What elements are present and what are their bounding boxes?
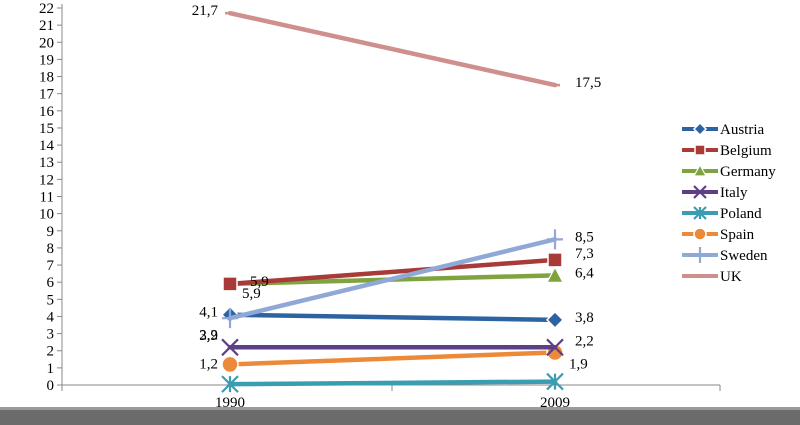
legend-item-spain: Spain xyxy=(682,227,755,243)
series-line xyxy=(227,10,558,88)
data-label: 21,7 xyxy=(192,3,219,19)
data-point xyxy=(545,310,565,329)
y-tick-label: 18 xyxy=(39,70,54,86)
legend-label: Germany xyxy=(720,164,776,180)
legend-label: Sweden xyxy=(720,248,768,264)
data-label: 7,3 xyxy=(575,246,594,262)
data-point xyxy=(222,276,238,292)
y-tick-label: 7 xyxy=(47,258,55,274)
data-point xyxy=(546,372,564,391)
series-line xyxy=(227,237,558,321)
y-tick-label: 22 xyxy=(39,1,54,17)
bottom-bar xyxy=(0,410,800,425)
legend-label: UK xyxy=(720,269,742,285)
data-point xyxy=(221,355,239,374)
data-label: 8,5 xyxy=(575,229,594,245)
data-point xyxy=(692,121,708,137)
series-line xyxy=(227,379,558,387)
legend: Austria Belgium Germany Italy Poland Spain Swe… xyxy=(682,121,776,285)
y-tick-label: 15 xyxy=(39,121,54,137)
y-tick-label: 21 xyxy=(39,18,54,34)
data-label: 17,5 xyxy=(575,75,601,91)
data-point xyxy=(693,206,707,220)
legend-item-poland: Poland xyxy=(682,206,762,222)
y-tick-label: 2 xyxy=(47,344,55,360)
series-uk xyxy=(225,10,560,88)
data-label: 1,9 xyxy=(569,356,588,372)
y-tick-label: 14 xyxy=(39,138,55,154)
y-tick-label: 5 xyxy=(47,292,55,308)
y-tick-label: 8 xyxy=(47,241,55,257)
data-label: 1,2 xyxy=(199,356,218,372)
line-chart: 0123456789101112131415161718192021221990… xyxy=(39,1,776,410)
series-belgium xyxy=(222,252,563,292)
legend-item-belgium: Belgium xyxy=(682,143,772,159)
data-point xyxy=(546,266,564,283)
data-label: 5,9 xyxy=(250,274,269,290)
data-point xyxy=(694,144,706,156)
series-line xyxy=(227,257,558,287)
data-label: 5,9 xyxy=(242,286,261,302)
y-tick-label: 4 xyxy=(47,309,55,325)
y-tick-label: 12 xyxy=(39,172,54,188)
y-tick-label: 11 xyxy=(40,190,54,206)
legend-label: Italy xyxy=(720,185,748,201)
y-tick-label: 17 xyxy=(39,87,55,103)
x-tick-label: 2009 xyxy=(540,395,570,410)
data-point xyxy=(547,252,563,268)
series-spain xyxy=(221,343,564,374)
data-label: 3,8 xyxy=(575,310,594,326)
legend-label: Belgium xyxy=(720,143,772,159)
data-point xyxy=(547,229,563,250)
data-point xyxy=(222,308,238,329)
data-point xyxy=(546,338,564,357)
legend-item-austria: Austria xyxy=(682,121,765,138)
data-point xyxy=(692,163,708,177)
y-tick-label: 0 xyxy=(47,378,55,394)
data-label: 3,9 xyxy=(199,328,218,344)
series-italy xyxy=(221,338,564,357)
data-label: 2,2 xyxy=(575,333,594,349)
y-tick-label: 20 xyxy=(39,35,54,51)
data-point xyxy=(221,375,239,393)
series-sweden xyxy=(222,229,563,329)
data-label: 2,2 xyxy=(199,327,218,343)
data-label: 6,4 xyxy=(575,265,594,281)
legend-item-italy: Italy xyxy=(682,185,748,201)
legend-label: Spain xyxy=(720,227,755,243)
legend-label: Poland xyxy=(720,206,762,222)
legend-item-uk: UK xyxy=(682,269,742,285)
series-layer xyxy=(220,10,565,393)
y-tick-label: 16 xyxy=(39,104,55,120)
data-point xyxy=(694,247,706,263)
data-point xyxy=(693,185,707,199)
legend-item-sweden: Sweden xyxy=(682,247,768,264)
data-label: 4,1 xyxy=(199,305,218,321)
data-labels: 1,2 1,9 2,2 2,2 4,1 3,8 5,9 6,4 5,9 7,3 3,9 8,5 21,7… xyxy=(192,3,602,372)
data-point xyxy=(693,227,707,241)
x-tick-label: 1990 xyxy=(215,395,245,410)
series-poland xyxy=(221,372,564,393)
y-tick-label: 9 xyxy=(47,224,55,240)
series-line xyxy=(227,312,558,323)
axes: 0123456789101112131415161718192021221990… xyxy=(39,1,721,410)
legend-item-germany: Germany xyxy=(682,163,776,180)
legend-label: Austria xyxy=(720,122,765,138)
y-tick-label: 6 xyxy=(47,275,55,291)
y-tick-label: 10 xyxy=(39,207,54,223)
y-tick-label: 3 xyxy=(47,327,55,343)
y-tick-label: 1 xyxy=(47,361,55,377)
series-line xyxy=(227,350,558,367)
y-tick-label: 13 xyxy=(39,155,54,171)
bottom-bar-highlight xyxy=(0,407,800,410)
data-point xyxy=(221,338,239,357)
y-tick-label: 19 xyxy=(39,52,54,68)
